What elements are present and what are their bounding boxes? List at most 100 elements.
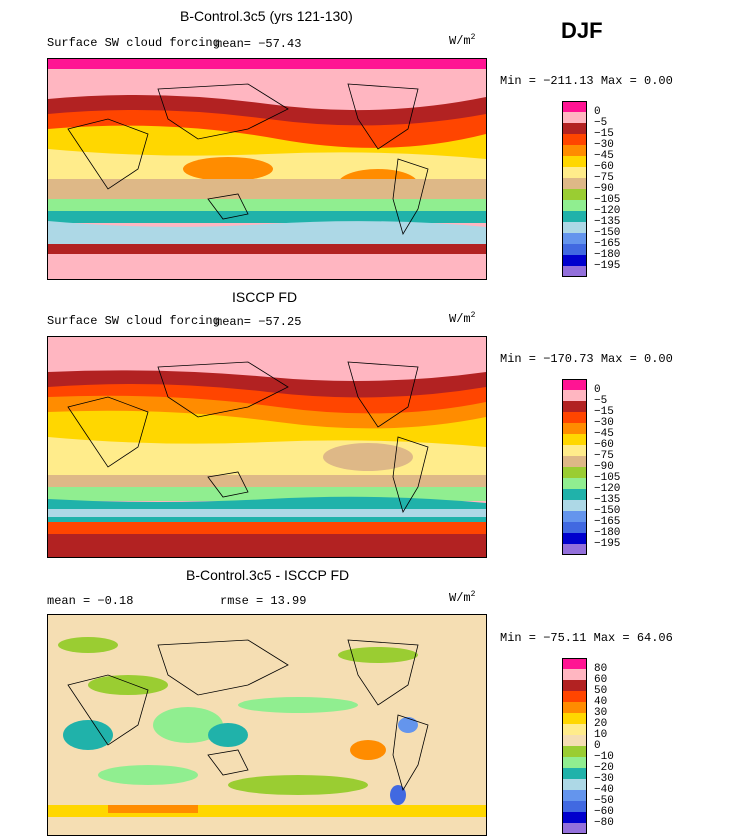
panel2-colorbar: 0 −5 −15 −30 −45 −60 −75 −90 −105 −120 −135 −150 −16…: [562, 379, 682, 555]
colorbar-label: −195: [594, 538, 621, 550]
colorbar-swatch: [562, 244, 587, 255]
colorbar-label: −5: [594, 395, 608, 407]
colorbar-label: −60: [594, 439, 614, 451]
colorbar-swatch: [562, 178, 587, 189]
colorbar-label: 20: [594, 718, 608, 730]
colorbar-swatch: [562, 156, 587, 167]
colorbar-swatch: [562, 456, 587, 467]
colorbar-swatch: [562, 478, 587, 489]
colorbar-label: 10: [594, 729, 608, 741]
colorbar-swatch: [562, 101, 587, 112]
colorbar-label: −165: [594, 238, 621, 250]
panel1-title: B-Control.3c5 (yrs 121-130): [180, 8, 353, 24]
colorbar-label: −90: [594, 183, 614, 195]
colorbar-label: −150: [594, 227, 621, 239]
panel1-units: W/m2: [449, 33, 476, 48]
colorbar-swatch: [562, 401, 587, 412]
colorbar-label: 0: [594, 106, 601, 118]
season-label: DJF: [561, 18, 603, 43]
colorbar-swatch: [562, 658, 587, 669]
colorbar-label: −60: [594, 806, 614, 818]
colorbar-label: −60: [594, 161, 614, 173]
colorbar-swatch: [562, 500, 587, 511]
colorbar-swatch: [562, 489, 587, 500]
panel3-units: W/m2: [449, 590, 476, 605]
colorbar-swatch: [562, 445, 587, 456]
colorbar-label: −150: [594, 505, 621, 517]
colorbar-swatch: [562, 222, 587, 233]
colorbar-label: −30: [594, 773, 614, 785]
colorbar-swatch: [562, 713, 587, 724]
colorbar-label: −45: [594, 428, 614, 440]
colorbar-label: −15: [594, 128, 614, 140]
colorbar-swatch: [562, 746, 587, 757]
panel3-minmax: Min = −75.11 Max = 64.06: [500, 631, 673, 645]
panel2-map: [47, 336, 487, 558]
colorbar-label: −15: [594, 406, 614, 418]
colorbar-swatch: [562, 189, 587, 200]
colorbar-swatch: [562, 724, 587, 735]
colorbar-label: 30: [594, 707, 608, 719]
colorbar-swatch: [562, 255, 587, 266]
panel3-title: B-Control.3c5 - ISCCP FD: [186, 567, 350, 583]
panel2-subtitle: Surface SW cloud forcing: [47, 314, 220, 328]
panel3-map: [47, 614, 487, 836]
colorbar-swatch: [562, 702, 587, 713]
colorbar-swatch: [562, 757, 587, 768]
colorbar-swatch: [562, 768, 587, 779]
colorbar-swatch: [562, 691, 587, 702]
colorbar-label: −105: [594, 194, 621, 206]
colorbar-label: 40: [594, 696, 608, 708]
colorbar-label: −165: [594, 516, 621, 528]
colorbar-label: 0: [594, 384, 601, 396]
colorbar-label: 50: [594, 685, 608, 697]
colorbar-label: −30: [594, 139, 614, 151]
colorbar-label: −135: [594, 494, 621, 506]
colorbar-label: −195: [594, 260, 621, 272]
panel3-colorbar: 80 60 50 40 30 20 10 0 −10 −20 −30 −40 −50 −60 −80: [562, 658, 682, 834]
colorbar-swatch: [562, 801, 587, 812]
colorbar-label: 80: [594, 663, 608, 675]
colorbar-label: −5: [594, 117, 608, 129]
panel1-map: [47, 58, 487, 280]
colorbar-swatch: [562, 390, 587, 401]
colorbar-swatch: [562, 680, 587, 691]
colorbar-swatch: [562, 779, 587, 790]
colorbar-label: −30: [594, 417, 614, 429]
panel3-mean: mean = −0.18: [47, 594, 134, 608]
colorbar-label: −180: [594, 249, 621, 261]
colorbar-swatch: [562, 412, 587, 423]
colorbar-frame: [562, 658, 587, 834]
colorbar-swatch: [562, 669, 587, 680]
colorbar-swatch: [562, 167, 587, 178]
panel1-mean: mean= −57.43: [215, 37, 302, 51]
colorbar-swatch: [562, 511, 587, 522]
colorbar-swatch: [562, 200, 587, 211]
panel2-units: W/m2: [449, 311, 476, 326]
panel2-minmax: Min = −170.73 Max = 0.00: [500, 352, 673, 366]
colorbar-swatch: [562, 812, 587, 823]
colorbar-label: −50: [594, 795, 614, 807]
colorbar-swatch: [562, 544, 587, 555]
colorbar-label: −105: [594, 472, 621, 484]
colorbar-swatch: [562, 467, 587, 478]
colorbar-swatch: [562, 379, 587, 390]
colorbar-label: 60: [594, 674, 608, 686]
colorbar-label: −10: [594, 751, 614, 763]
colorbar-label: −75: [594, 450, 614, 462]
colorbar-label: −80: [594, 817, 614, 829]
colorbar-swatch: [562, 434, 587, 445]
colorbar-label: −90: [594, 461, 614, 473]
colorbar-label: 0: [594, 740, 601, 752]
colorbar-label: −45: [594, 150, 614, 162]
colorbar-frame: [562, 379, 587, 555]
panel1-subtitle: Surface SW cloud forcing: [47, 36, 220, 50]
colorbar-label: −180: [594, 527, 621, 539]
colorbar-label: −40: [594, 784, 614, 796]
panel2-mean: mean= −57.25: [215, 315, 302, 329]
colorbar-label: −135: [594, 216, 621, 228]
colorbar-swatch: [562, 266, 587, 277]
panel1-minmax: Min = −211.13 Max = 0.00: [500, 74, 673, 88]
colorbar-swatch: [562, 533, 587, 544]
colorbar-swatch: [562, 735, 587, 746]
